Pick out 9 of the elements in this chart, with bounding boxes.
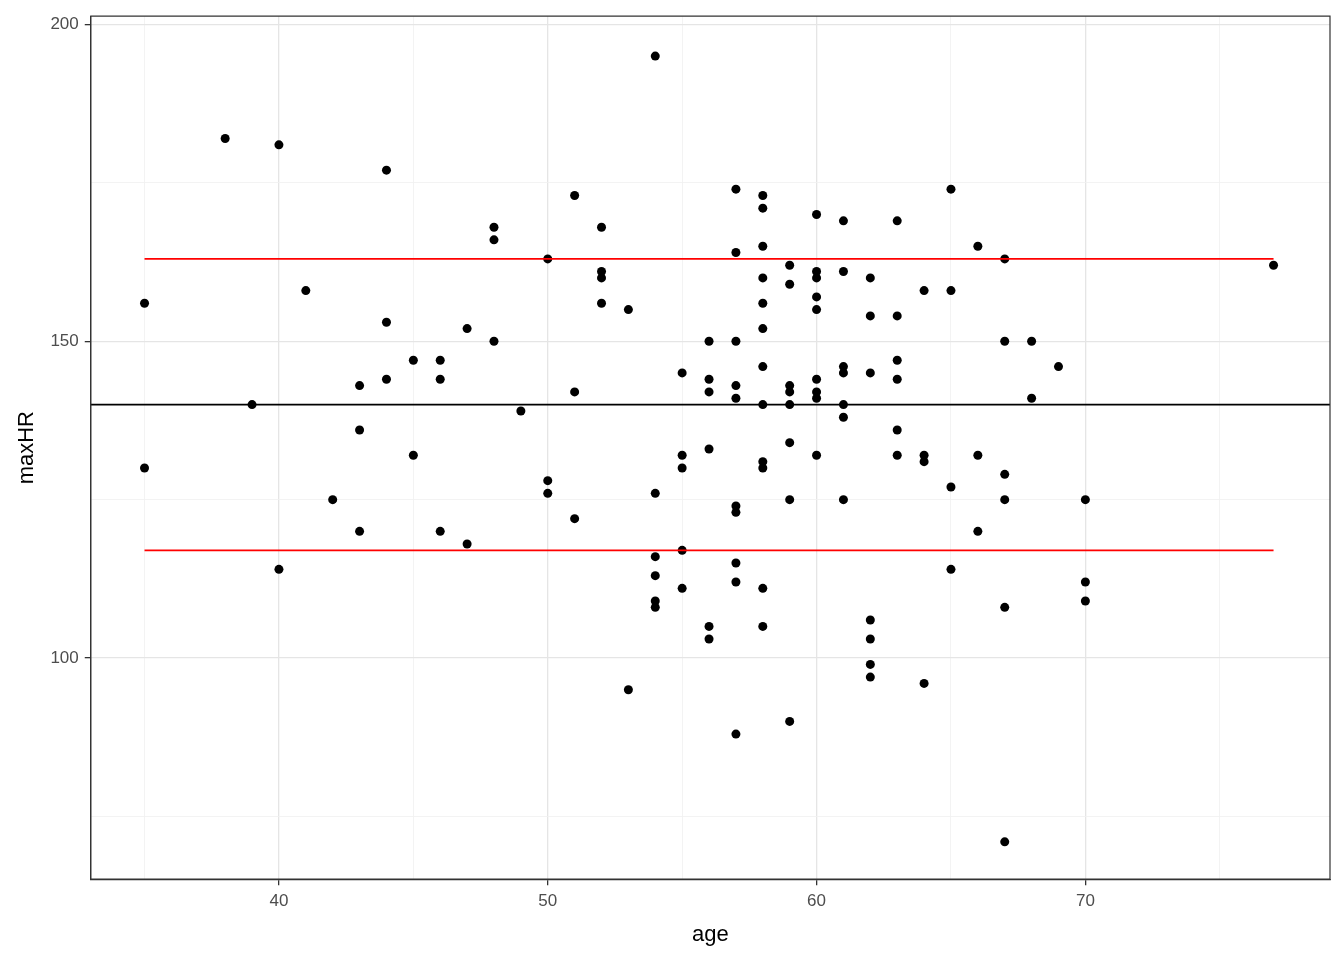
y-tick-label: 200 (50, 14, 79, 34)
x-tick-label: 40 (269, 891, 289, 911)
x-tick-label: 60 (807, 891, 827, 911)
x-tick-label: 50 (538, 891, 558, 911)
x-axis-title: age (692, 920, 729, 946)
y-tick-label: 100 (50, 647, 79, 667)
y-tick-label: 150 (50, 330, 79, 350)
x-tick-label: 70 (1075, 891, 1095, 911)
y-axis-title: maxHR (13, 411, 39, 485)
